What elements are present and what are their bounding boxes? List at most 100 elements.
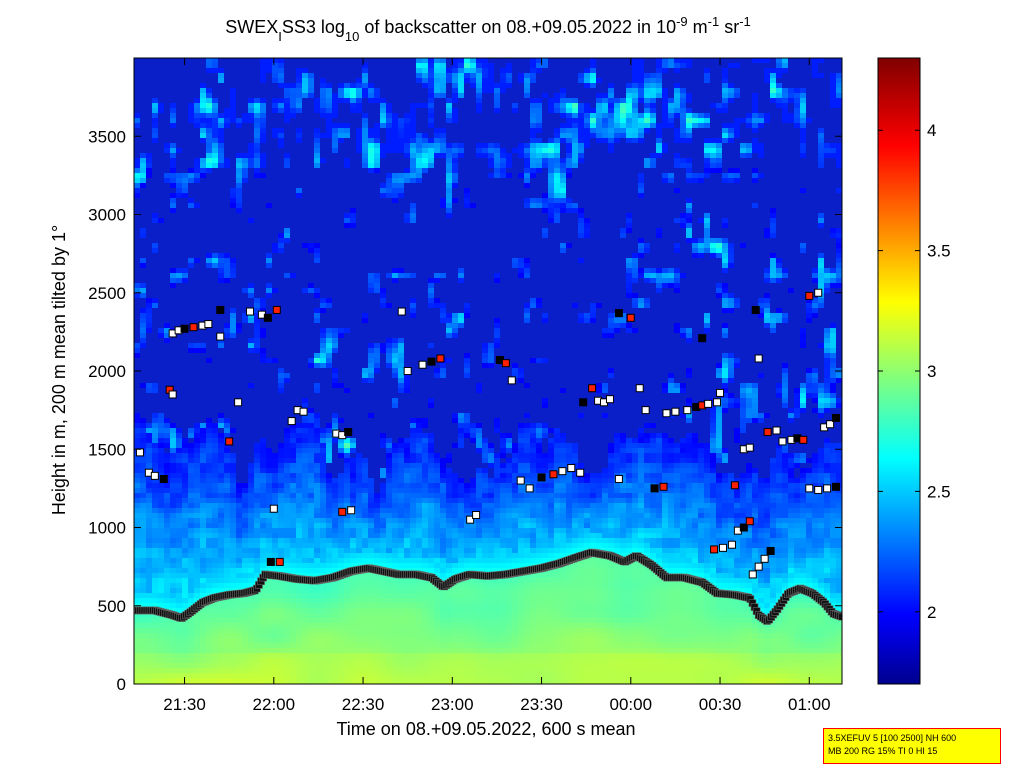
heatmap-cell [332, 543, 338, 548]
heatmap-cell [206, 608, 212, 613]
heatmap-cell [422, 438, 428, 443]
heatmap-cell [200, 108, 206, 113]
heatmap-cell [260, 483, 266, 488]
heatmap-cell [530, 663, 536, 668]
heatmap-cell [266, 63, 272, 68]
heatmap-cell [188, 628, 194, 633]
heatmap-cell [530, 643, 536, 648]
heatmap-cell [254, 298, 260, 303]
heatmap-cell [188, 593, 194, 598]
heatmap-cell [308, 553, 314, 558]
heatmap-cell [284, 533, 290, 538]
heatmap-cell [464, 368, 470, 373]
heatmap-cell [290, 593, 296, 598]
heatmap-cell [368, 648, 374, 653]
heatmap-cell [518, 468, 524, 473]
heatmap-cell [356, 98, 362, 103]
heatmap-cell [524, 498, 530, 503]
heatmap-cell [422, 583, 428, 588]
heatmap-cell [332, 338, 338, 343]
heatmap-cell [548, 198, 554, 203]
heatmap-cell [326, 538, 332, 543]
heatmap-cell [152, 503, 158, 508]
heatmap-cell [170, 523, 176, 528]
heatmap-cell [536, 58, 542, 63]
heatmap-cell [194, 523, 200, 528]
heatmap-cell [260, 623, 266, 628]
heatmap-cell [182, 483, 188, 488]
heatmap-cell [314, 308, 320, 313]
heatmap-cell [440, 273, 446, 278]
heatmap-cell [350, 468, 356, 473]
heatmap-cell [494, 463, 500, 468]
heatmap-cell [398, 123, 404, 128]
heatmap-cell [356, 623, 362, 628]
heatmap-cell [212, 493, 218, 498]
heatmap-cell [560, 388, 566, 393]
heatmap-cell [416, 583, 422, 588]
heatmap-cell [134, 283, 140, 288]
heatmap-cell [308, 568, 314, 573]
heatmap-cell [362, 83, 368, 88]
heatmap-cell [134, 528, 140, 533]
heatmap-cell [260, 583, 266, 588]
heatmap-cell [512, 623, 518, 628]
heatmap-cell [482, 348, 488, 353]
heatmap-cell [158, 463, 164, 468]
heatmap-cell [272, 458, 278, 463]
heatmap-cell [152, 583, 158, 588]
heatmap-cell [356, 518, 362, 523]
heatmap-cell [362, 458, 368, 463]
heatmap-cell [176, 638, 182, 643]
heatmap-cell [158, 533, 164, 538]
heatmap-cell [452, 178, 458, 183]
heatmap-cell [530, 438, 536, 443]
heatmap-cell [524, 648, 530, 653]
heatmap-cell [392, 193, 398, 198]
heatmap-cell [212, 133, 218, 138]
heatmap-cell [422, 648, 428, 653]
heatmap-cell [476, 78, 482, 83]
heatmap-cell [506, 538, 512, 543]
heatmap-cell [266, 528, 272, 533]
heatmap-cell [272, 603, 278, 608]
heatmap-cell [332, 588, 338, 593]
heatmap-cell [398, 453, 404, 458]
heatmap-cell [452, 528, 458, 533]
heatmap-cell [518, 538, 524, 543]
heatmap-cell [194, 478, 200, 483]
heatmap-cell [344, 83, 350, 88]
heatmap-cell [296, 538, 302, 543]
heatmap-cell [476, 633, 482, 638]
heatmap-cell [248, 653, 254, 658]
heatmap-cell [164, 498, 170, 503]
heatmap-cell [344, 603, 350, 608]
heatmap-cell [416, 78, 422, 83]
heatmap-cell [500, 438, 506, 443]
heatmap-cell [380, 503, 386, 508]
heatmap-cell [422, 548, 428, 553]
heatmap-cell [350, 618, 356, 623]
heatmap-cell [440, 458, 446, 463]
heatmap-cell [188, 118, 194, 123]
heatmap-cell [194, 638, 200, 643]
heatmap-cell [476, 73, 482, 78]
heatmap-cell [314, 673, 320, 678]
heatmap-cell [518, 638, 524, 643]
heatmap-cell [218, 578, 224, 583]
heatmap-cell [428, 458, 434, 463]
heatmap-cell [272, 643, 278, 648]
heatmap-cell [530, 203, 536, 208]
heatmap-cell [248, 523, 254, 528]
heatmap-cell [338, 138, 344, 143]
heatmap-cell [566, 518, 572, 523]
heatmap-cell [560, 478, 566, 483]
heatmap-cell [404, 663, 410, 668]
heatmap-cell [260, 668, 266, 673]
heatmap-cell [488, 528, 494, 533]
heatmap-cell [248, 563, 254, 568]
heatmap-cell [494, 628, 500, 633]
heatmap-cell [530, 423, 536, 428]
heatmap-cell [548, 558, 554, 563]
heatmap-cell [314, 143, 320, 148]
